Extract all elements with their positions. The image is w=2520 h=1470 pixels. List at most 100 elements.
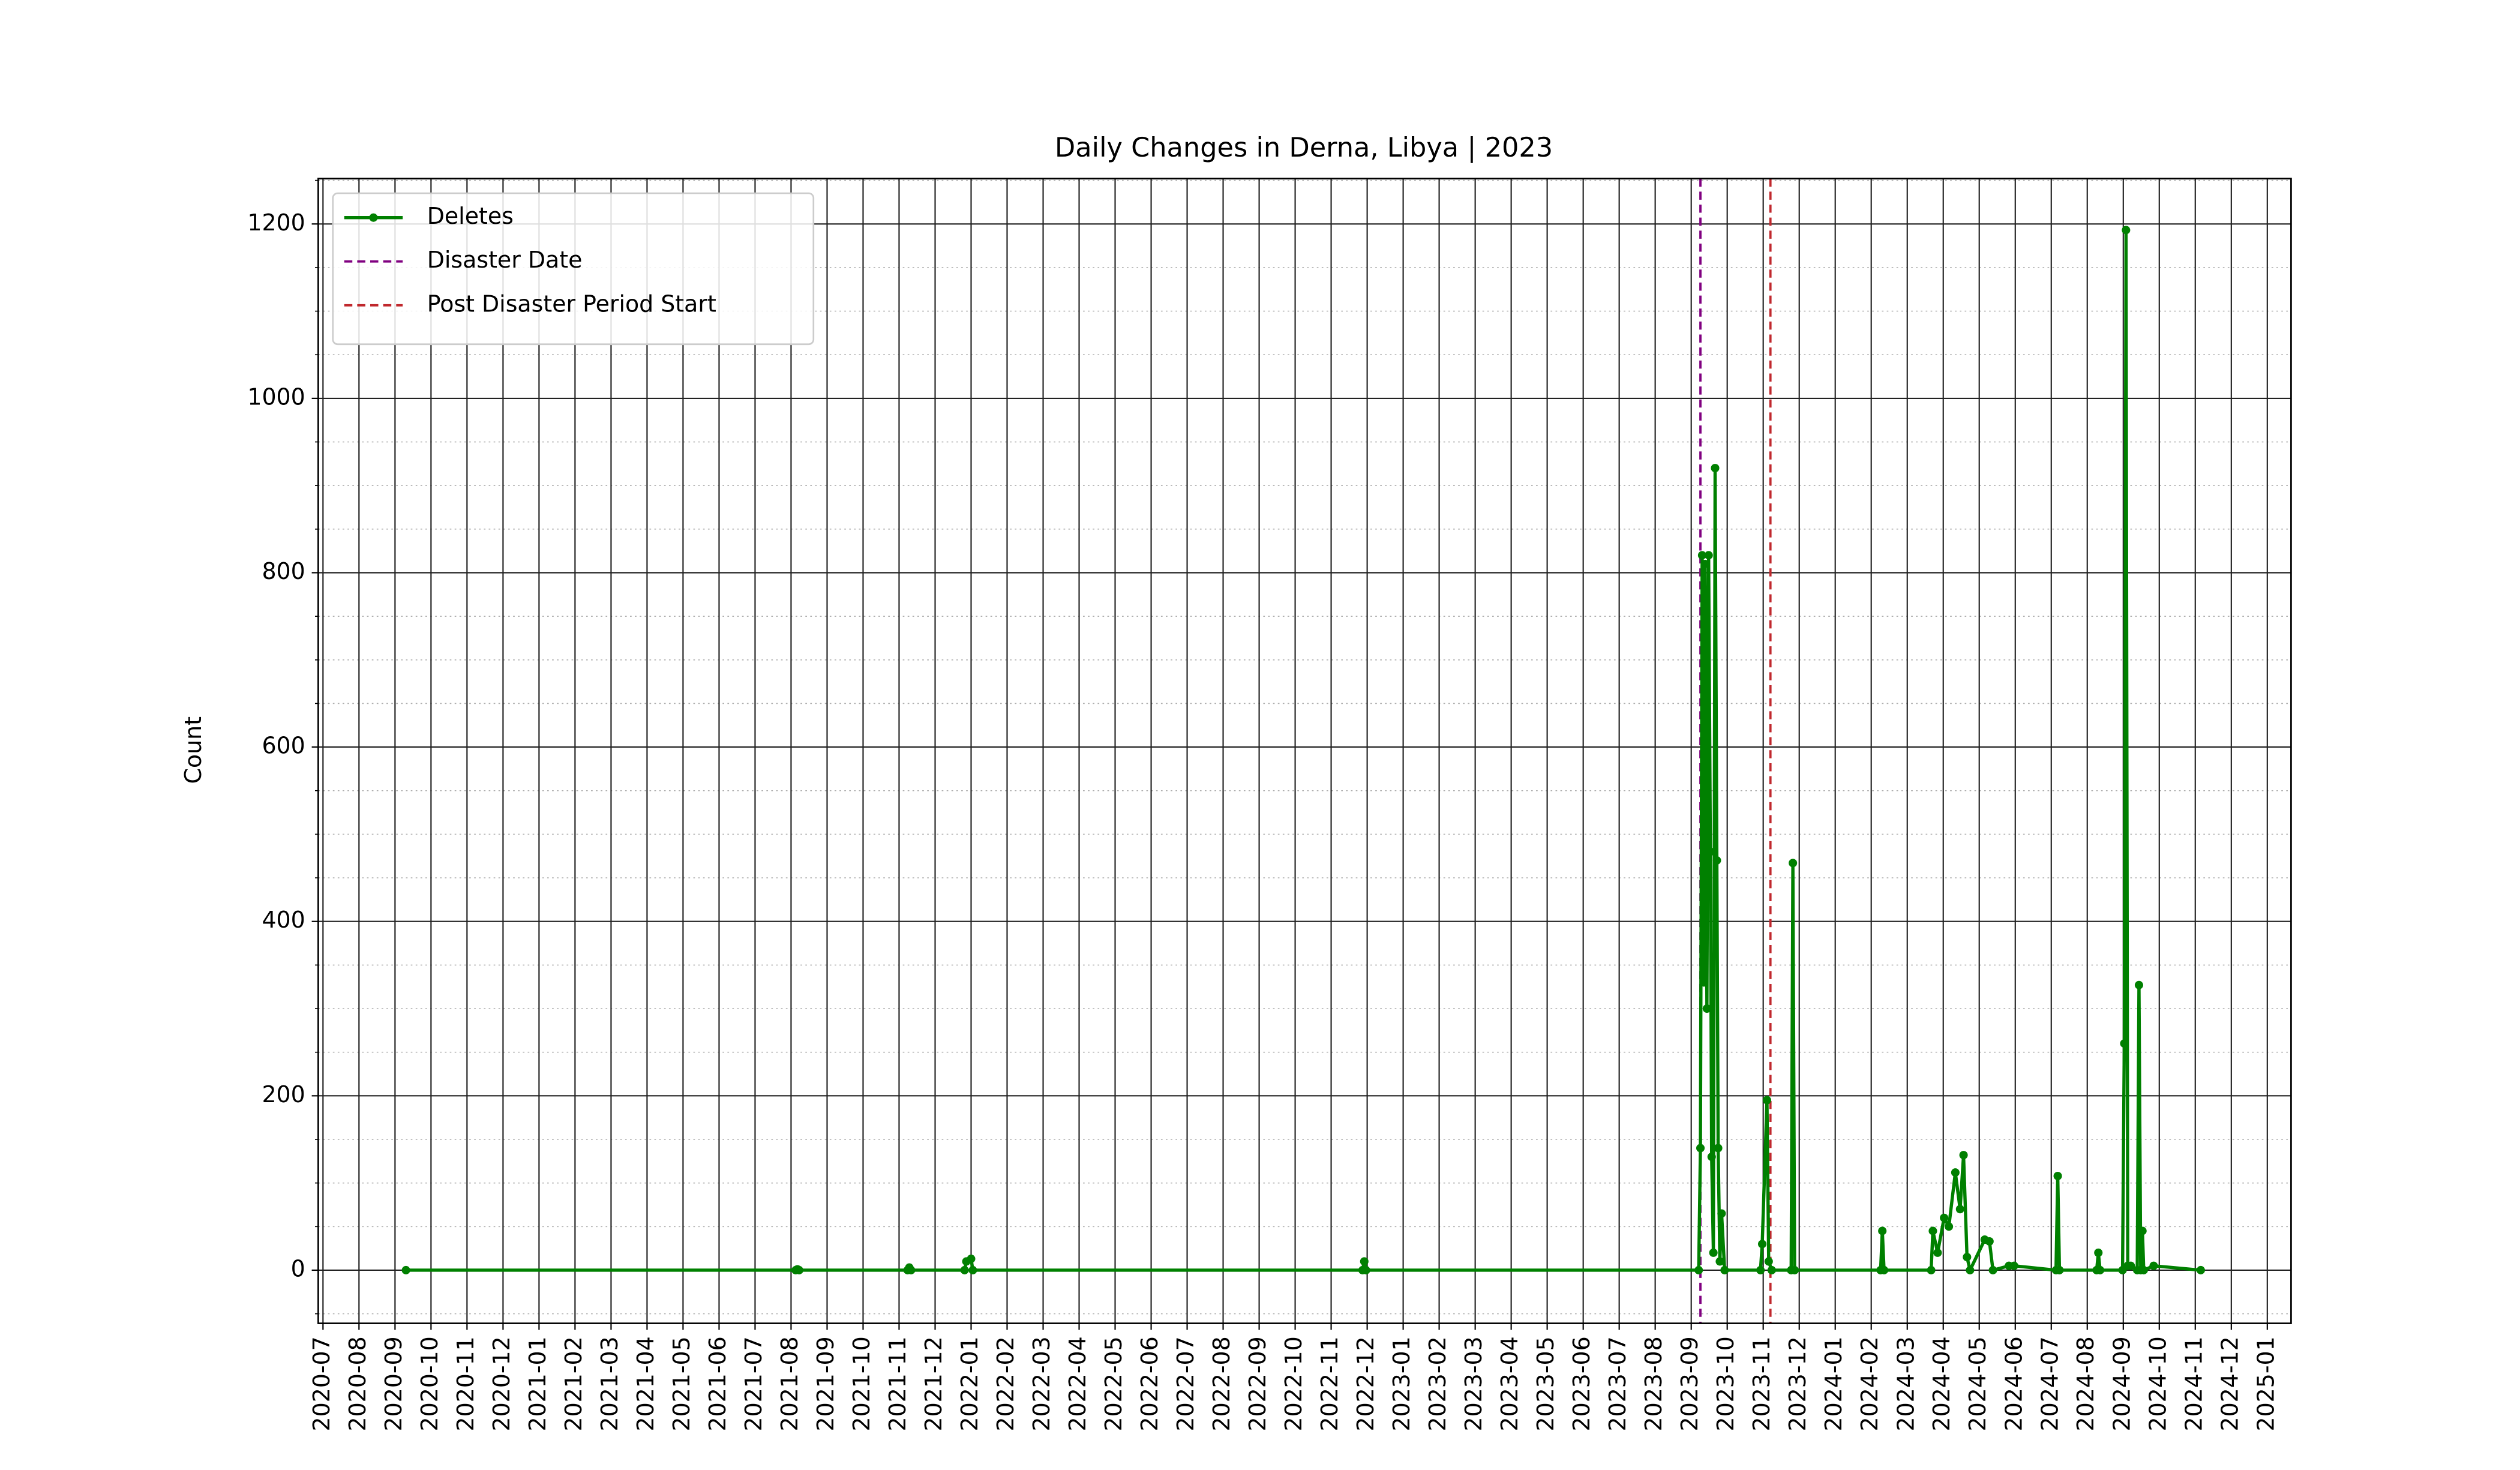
x-tick-label: 2024-07 [2036,1336,2063,1431]
x-tick-label: 2023-02 [1424,1336,1451,1431]
x-tick-label: 2022-04 [1064,1336,1091,1431]
x-tick-label: 2024-04 [1928,1336,1955,1431]
data-point [968,1265,977,1274]
data-point [1945,1222,1954,1231]
x-tick-label: 2023-06 [1568,1336,1595,1431]
y-tick-label: 0 [291,1255,305,1282]
data-point [1694,1265,1703,1274]
data-point [1712,856,1721,865]
x-tick-label: 2022-02 [992,1336,1019,1431]
x-tick-label: 2020-10 [416,1336,443,1431]
x-tick-label: 2022-11 [1316,1336,1343,1431]
x-tick-label: 2024-12 [2216,1336,2243,1431]
x-tick-label: 2021-08 [776,1336,803,1431]
data-point [1790,1265,1799,1274]
x-tick-label: 2023-08 [1640,1336,1667,1431]
x-tick-label: 2020-11 [452,1336,479,1431]
legend-label: Deletes [427,203,514,229]
data-point [1702,1004,1711,1013]
x-tick-label: 2020-12 [488,1336,515,1431]
data-point [1720,1265,1729,1274]
x-tick-label: 2022-05 [1100,1336,1127,1431]
data-point [1959,1151,1968,1160]
x-tick-label: 2021-03 [596,1336,623,1431]
data-point [401,1265,410,1274]
data-point [1928,1226,1937,1235]
x-tick-label: 2023-12 [1784,1336,1811,1431]
x-tick-label: 2021-07 [740,1336,767,1431]
x-tick-label: 2024-08 [2072,1336,2099,1431]
y-tick-label: 1200 [247,209,305,236]
data-point [2126,1261,2135,1270]
data-point [2094,1248,2103,1257]
data-point [1988,1265,1997,1274]
x-tick-label: 2023-04 [1496,1336,1523,1431]
x-tick-label: 2023-07 [1604,1336,1631,1431]
x-tick-label: 2022-06 [1136,1336,1163,1431]
data-point [2120,1039,2129,1048]
data-point [2053,1171,2062,1181]
x-tick-label: 2024-01 [1820,1336,1847,1431]
x-tick-label: 2022-12 [1352,1336,1379,1431]
x-tick-label: 2025-01 [2252,1336,2279,1431]
x-tick-label: 2021-09 [812,1336,839,1431]
data-point [1940,1213,1949,1222]
data-point [2149,1261,2158,1270]
data-point [967,1255,976,1264]
data-point [1756,1265,1765,1274]
x-tick-label: 2021-11 [884,1336,911,1431]
chart-title: Daily Changes in Derna, Libya | 2023 [1055,132,1553,163]
x-tick-label: 2023-11 [1748,1336,1775,1431]
plot-frame [317,178,2292,1324]
data-point [1699,978,1708,987]
data-point [2138,1226,2147,1235]
data-point [1711,464,1720,473]
data-point [1951,1168,1960,1177]
data-point [1955,1205,1964,1214]
data-point [1696,1144,1705,1153]
x-tick-label: 2024-09 [2108,1336,2135,1431]
y-axis-label: Count [180,716,206,784]
x-tick-label: 2021-12 [920,1336,947,1431]
data-point [1764,1257,1773,1266]
x-tick-label: 2021-04 [632,1336,659,1431]
y-tick-label: 800 [262,558,305,584]
x-tick-label: 2021-05 [668,1336,695,1431]
data-point [2009,1261,2018,1270]
x-tick-label: 2022-07 [1172,1336,1199,1431]
data-point [2196,1265,2205,1274]
x-tick-label: 2024-02 [1856,1336,1883,1431]
y-tick-label: 1000 [247,383,305,410]
data-point [1714,1144,1723,1153]
x-tick-label: 2021-01 [524,1336,551,1431]
x-tick-label: 2020-07 [308,1336,335,1431]
data-point [1878,1226,1887,1235]
data-point [1707,1153,1716,1162]
data-point [2096,1265,2105,1274]
data-point [1709,1248,1718,1257]
data-point [2134,980,2143,989]
data-point [1767,1265,1776,1274]
x-tick-label: 2024-06 [2000,1336,2027,1431]
data-point [960,1265,969,1274]
x-tick-label: 2024-10 [2144,1336,2171,1431]
data-point [1715,1257,1724,1266]
x-tick-label: 2024-05 [1964,1336,1991,1431]
data-point [1880,1265,1889,1274]
x-tick-label: 2022-08 [1208,1336,1235,1431]
data-point [1789,859,1798,868]
data-point [1933,1248,1942,1257]
x-tick-label: 2024-11 [2180,1336,2207,1431]
data-point [1966,1265,1975,1274]
x-tick-label: 2022-10 [1280,1336,1307,1431]
x-tick-label: 2021-10 [848,1336,875,1431]
data-point [1963,1253,1972,1262]
x-tick-label: 2024-03 [1892,1336,1919,1431]
y-tick-label: 600 [262,733,305,759]
data-point [1697,551,1706,560]
x-tick-label: 2023-01 [1388,1336,1415,1431]
x-tick-label: 2023-10 [1712,1336,1739,1431]
data-point [2055,1265,2064,1274]
data-point [2139,1265,2148,1274]
